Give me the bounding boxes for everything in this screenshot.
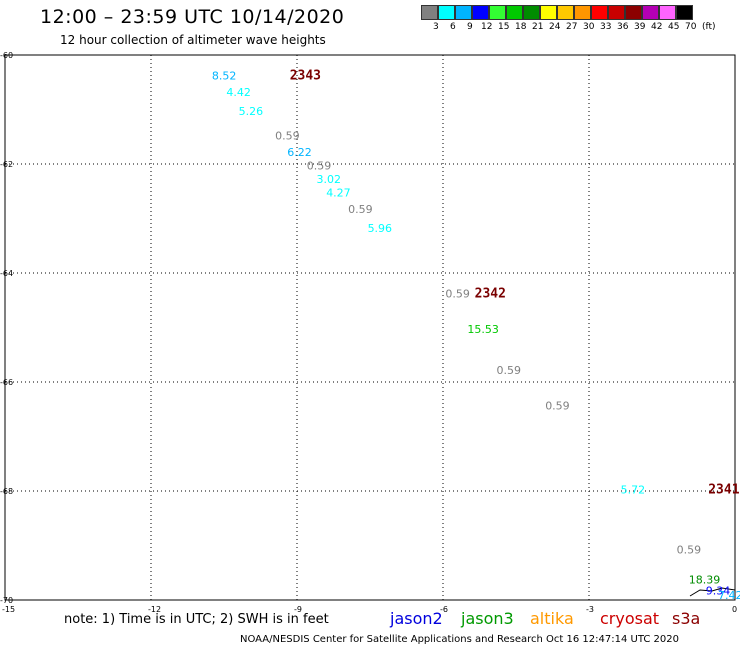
color-swatch [472,5,489,20]
color-scale-label: 3 [433,22,439,32]
wave-height-label: 0.59 [307,159,332,172]
wave-height-label: 4.42 [226,86,251,99]
satellite-legend-s3a: s3a [672,609,701,628]
color-scale-label: 15 [498,22,510,32]
satellite-legend-jason3: jason3 [461,609,514,628]
color-scale-label: 12 [481,22,493,32]
color-scale-label: 36 [617,22,629,32]
x-tick-label: -15 [2,605,15,614]
color-swatch [625,5,642,20]
color-scale-label: 27 [566,22,578,32]
color-swatch [642,5,659,20]
pass-time-label: 2342 [475,287,506,302]
pass-time-label: 2343 [290,69,321,84]
color-scale-label: (ft) [702,22,716,32]
pass-time-label: 2341 [708,483,739,498]
wave-height-label: 0.59 [677,544,702,557]
wave-height-label: 0.59 [348,203,373,216]
wave-height-label: 4.27 [326,187,351,200]
color-scale-label: 70 [685,22,697,32]
color-scale-label: 30 [583,22,595,32]
color-scale-label: 42 [651,22,663,32]
y-tick-label: -68 [0,487,13,496]
x-tick-label: -12 [148,605,161,614]
y-tick-label: -66 [0,378,13,387]
y-tick-label: -70 [0,596,13,605]
color-swatch [557,5,574,20]
color-scale-label: 24 [549,22,561,32]
color-scale-label: 45 [668,22,680,32]
color-swatch [574,5,591,20]
color-scale-label: 6 [450,22,456,32]
map-subtitle: 12 hour collection of altimeter wave hei… [60,33,326,47]
color-swatch [591,5,608,20]
color-scale-label: 18 [515,22,527,32]
color-swatch [489,5,506,20]
color-swatch [438,5,455,20]
wave-height-label: 9.34 [706,585,731,598]
color-swatch [421,5,438,20]
wave-height-label: 0.59 [275,129,300,142]
color-swatch [608,5,625,20]
wave-height-label: 18.39 [689,574,721,587]
wave-height-label: 0.59 [497,364,522,377]
credit-line: NOAA/NESDIS Center for Satellite Applica… [240,634,679,645]
color-swatch [540,5,557,20]
wave-height-label: 8.52 [212,70,237,83]
x-tick-label: -9 [294,605,302,614]
color-swatch [523,5,540,20]
x-tick-label: -3 [586,605,594,614]
y-tick-label: -60 [0,51,13,60]
wave-height-label: 15.53 [467,323,499,336]
y-tick-label: -62 [0,160,13,169]
wave-height-label: 7.42 [718,589,740,602]
footnote: note: 1) Time is in UTC; 2) SWH is in fe… [64,612,329,627]
x-tick-label: -6 [440,605,448,614]
color-scale-bar [421,5,693,20]
color-swatch [659,5,676,20]
color-swatch [506,5,523,20]
color-scale-label: 9 [467,22,473,32]
wave-height-label: 6.22 [287,146,312,159]
wave-height-label: 5.26 [239,105,264,118]
wave-height-label: 0.59 [545,399,570,412]
satellite-legend-altika: altika [530,609,574,628]
satellite-legend-cryosat: cryosat [600,609,660,628]
color-swatch [455,5,472,20]
wave-height-label: 0.59 [445,288,470,301]
wave-height-label: 5.72 [621,484,646,497]
color-scale-label: 33 [600,22,612,32]
coastline [689,587,736,597]
y-tick-label: -64 [0,269,13,278]
wave-height-label: 5.96 [368,222,393,235]
wave-height-label: 3.02 [316,173,341,186]
satellite-legend-jason2: jason2 [390,609,443,628]
color-scale-label: 39 [634,22,646,32]
map-frame [4,54,736,601]
color-swatch [676,5,693,20]
x-tick-label: 0 [732,605,737,614]
color-scale-label: 21 [532,22,544,32]
map-title: 12:00 – 23:59 UTC 10/14/2020 [40,6,345,28]
